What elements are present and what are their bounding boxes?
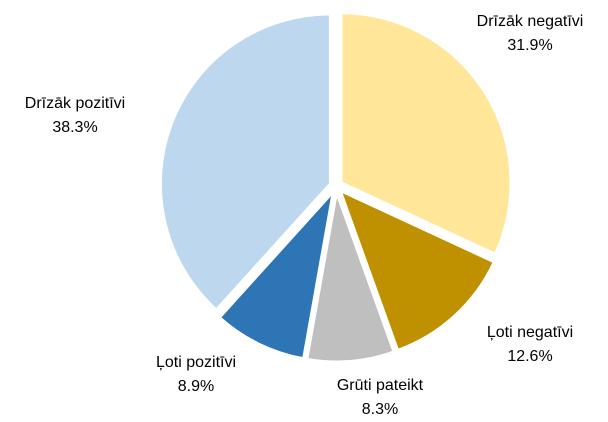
- slice-value: 12.6%: [507, 348, 552, 365]
- pie-slice: [158, 12, 332, 313]
- slice-label: Drīzāk negatīvi: [477, 13, 584, 30]
- slice-value: 38.3%: [52, 119, 97, 136]
- pie-slice: [337, 187, 497, 353]
- pie-slice: [305, 186, 397, 364]
- pie-slice: [217, 186, 336, 361]
- slice-label: Ļoti pozitīvi: [156, 354, 236, 371]
- slice-label: Ļoti negatīvi: [487, 324, 573, 341]
- slice-value: 8.9%: [178, 378, 214, 395]
- pie-slice: [339, 11, 513, 257]
- slice-value: 8.3%: [362, 401, 398, 417]
- slice-label: Drīzāk pozitīvi: [25, 95, 125, 112]
- slice-label: Grūti pateikt: [337, 377, 424, 394]
- slice-value: 31.9%: [507, 37, 552, 54]
